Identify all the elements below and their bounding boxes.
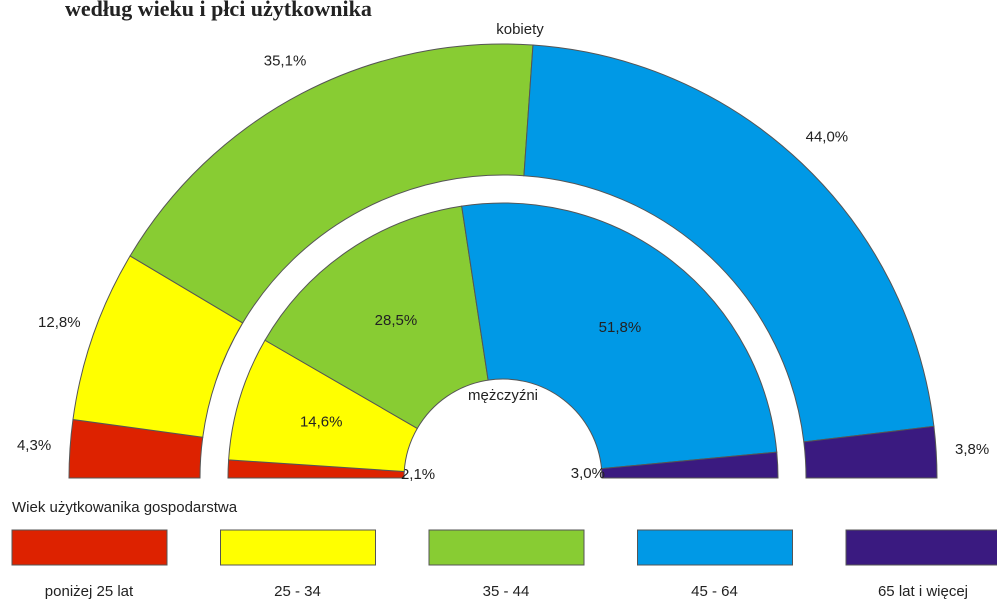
legend-label: 25 - 34 <box>274 583 321 600</box>
ring-label: kobiety <box>496 21 544 38</box>
wedge <box>601 451 779 479</box>
legend-title: Wiek użytkowanika gospodarstwa <box>12 499 238 516</box>
data-label: 28,5% <box>375 312 418 329</box>
data-label: 44,0% <box>806 128 849 145</box>
legend-label: 35 - 44 <box>483 583 530 600</box>
data-label: 51,8% <box>599 319 642 336</box>
legend-swatch <box>11 529 168 566</box>
legend-label: poniżej 25 lat <box>45 583 134 600</box>
legend-swatch <box>220 529 376 566</box>
legend-swatch <box>637 529 793 566</box>
data-label: 3,8% <box>955 441 989 458</box>
wedge <box>523 44 935 443</box>
legend-label: 65 lat i więcej <box>878 583 968 600</box>
legend-swatch <box>428 529 585 566</box>
chart-title: według wieku i płci użytkownika <box>65 0 372 21</box>
legend-label: 45 - 64 <box>691 583 738 600</box>
data-label: 4,3% <box>17 437 51 454</box>
wedge <box>803 425 938 479</box>
ring-label: mężczyźni <box>468 387 538 404</box>
wedge <box>264 205 489 430</box>
legend-swatch <box>845 529 997 566</box>
data-label: 12,8% <box>38 314 81 331</box>
data-label: 2,1% <box>401 466 435 483</box>
data-label: 14,6% <box>300 414 343 431</box>
data-label: 3,0% <box>571 465 605 482</box>
wedge <box>461 202 778 470</box>
data-label: 35,1% <box>264 53 307 70</box>
